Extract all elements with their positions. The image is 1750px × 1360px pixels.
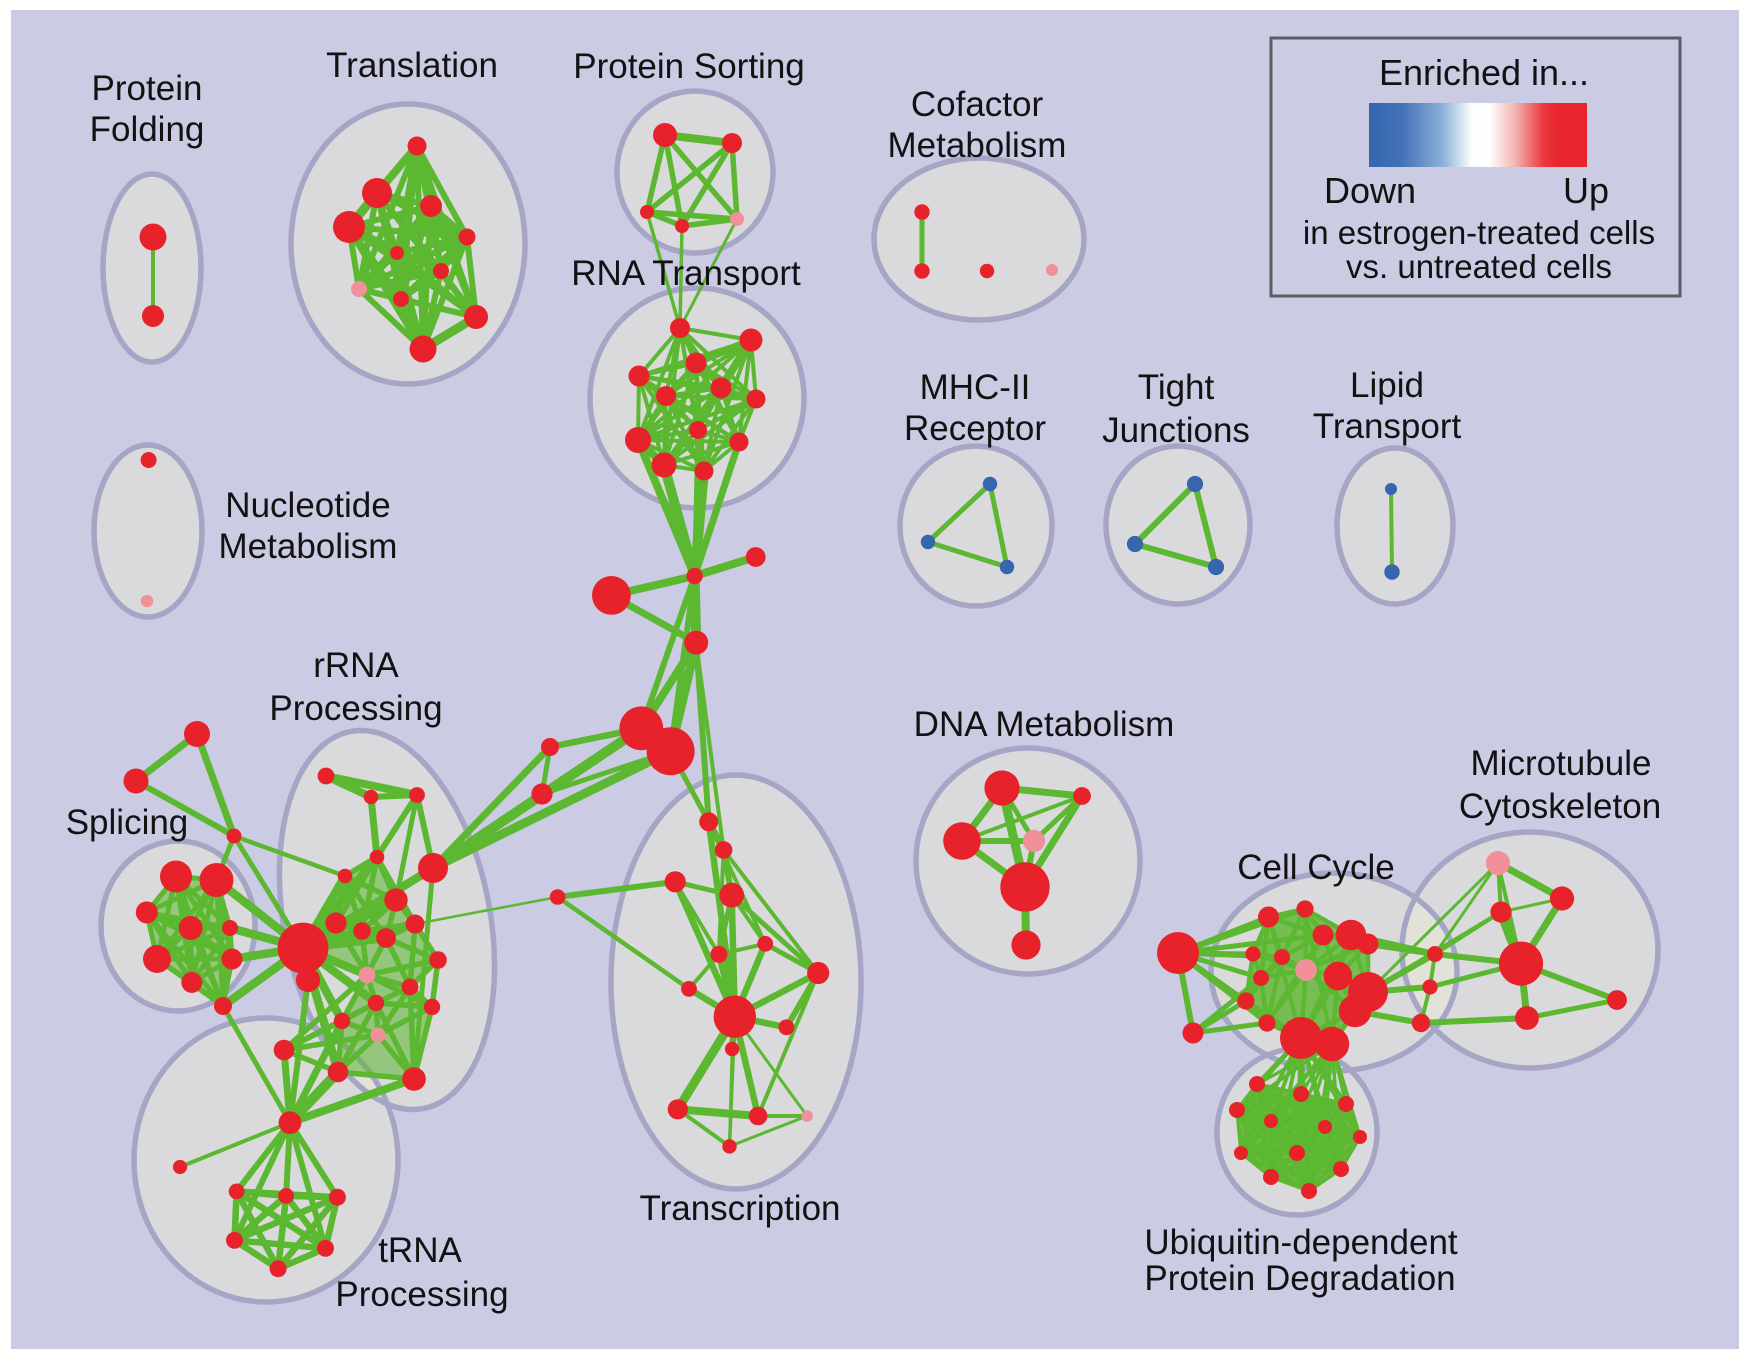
- svg-text:Receptor: Receptor: [904, 409, 1046, 448]
- svg-text:Down: Down: [1324, 170, 1416, 211]
- svg-text:Junctions: Junctions: [1102, 411, 1250, 450]
- svg-text:RNA Transport: RNA Transport: [571, 254, 801, 293]
- svg-text:Protein Degradation: Protein Degradation: [1144, 1259, 1455, 1298]
- svg-text:Protein: Protein: [92, 69, 203, 108]
- svg-text:Translation: Translation: [326, 46, 498, 85]
- svg-text:Processing: Processing: [335, 1275, 508, 1314]
- svg-text:Transcription: Transcription: [640, 1189, 841, 1228]
- svg-text:Metabolism: Metabolism: [219, 527, 398, 566]
- svg-text:DNA Metabolism: DNA Metabolism: [914, 705, 1175, 744]
- svg-text:Tight: Tight: [1138, 368, 1215, 407]
- svg-text:Metabolism: Metabolism: [888, 126, 1067, 165]
- svg-text:Protein Sorting: Protein Sorting: [573, 47, 805, 86]
- svg-text:tRNA: tRNA: [378, 1231, 462, 1270]
- svg-text:Up: Up: [1563, 170, 1609, 211]
- svg-text:Splicing: Splicing: [66, 803, 189, 842]
- svg-text:Lipid: Lipid: [1350, 366, 1424, 405]
- svg-text:Cofactor: Cofactor: [911, 85, 1044, 124]
- svg-text:MHC-II: MHC-II: [920, 368, 1031, 407]
- svg-text:in estrogen-treated cells: in estrogen-treated cells: [1303, 214, 1655, 251]
- svg-text:Folding: Folding: [90, 110, 205, 149]
- svg-text:Cell Cycle: Cell Cycle: [1237, 848, 1395, 887]
- svg-text:Transport: Transport: [1313, 407, 1462, 446]
- svg-text:Processing: Processing: [269, 689, 442, 728]
- svg-text:Nucleotide: Nucleotide: [225, 486, 390, 525]
- svg-text:Cytoskeleton: Cytoskeleton: [1459, 787, 1661, 826]
- svg-text:vs. untreated cells: vs. untreated cells: [1346, 248, 1612, 285]
- svg-text:rRNA: rRNA: [313, 646, 399, 685]
- svg-text:Microtubule: Microtubule: [1471, 744, 1652, 783]
- svg-text:Enriched in...: Enriched in...: [1379, 52, 1589, 93]
- svg-text:Ubiquitin-dependent: Ubiquitin-dependent: [1144, 1223, 1458, 1262]
